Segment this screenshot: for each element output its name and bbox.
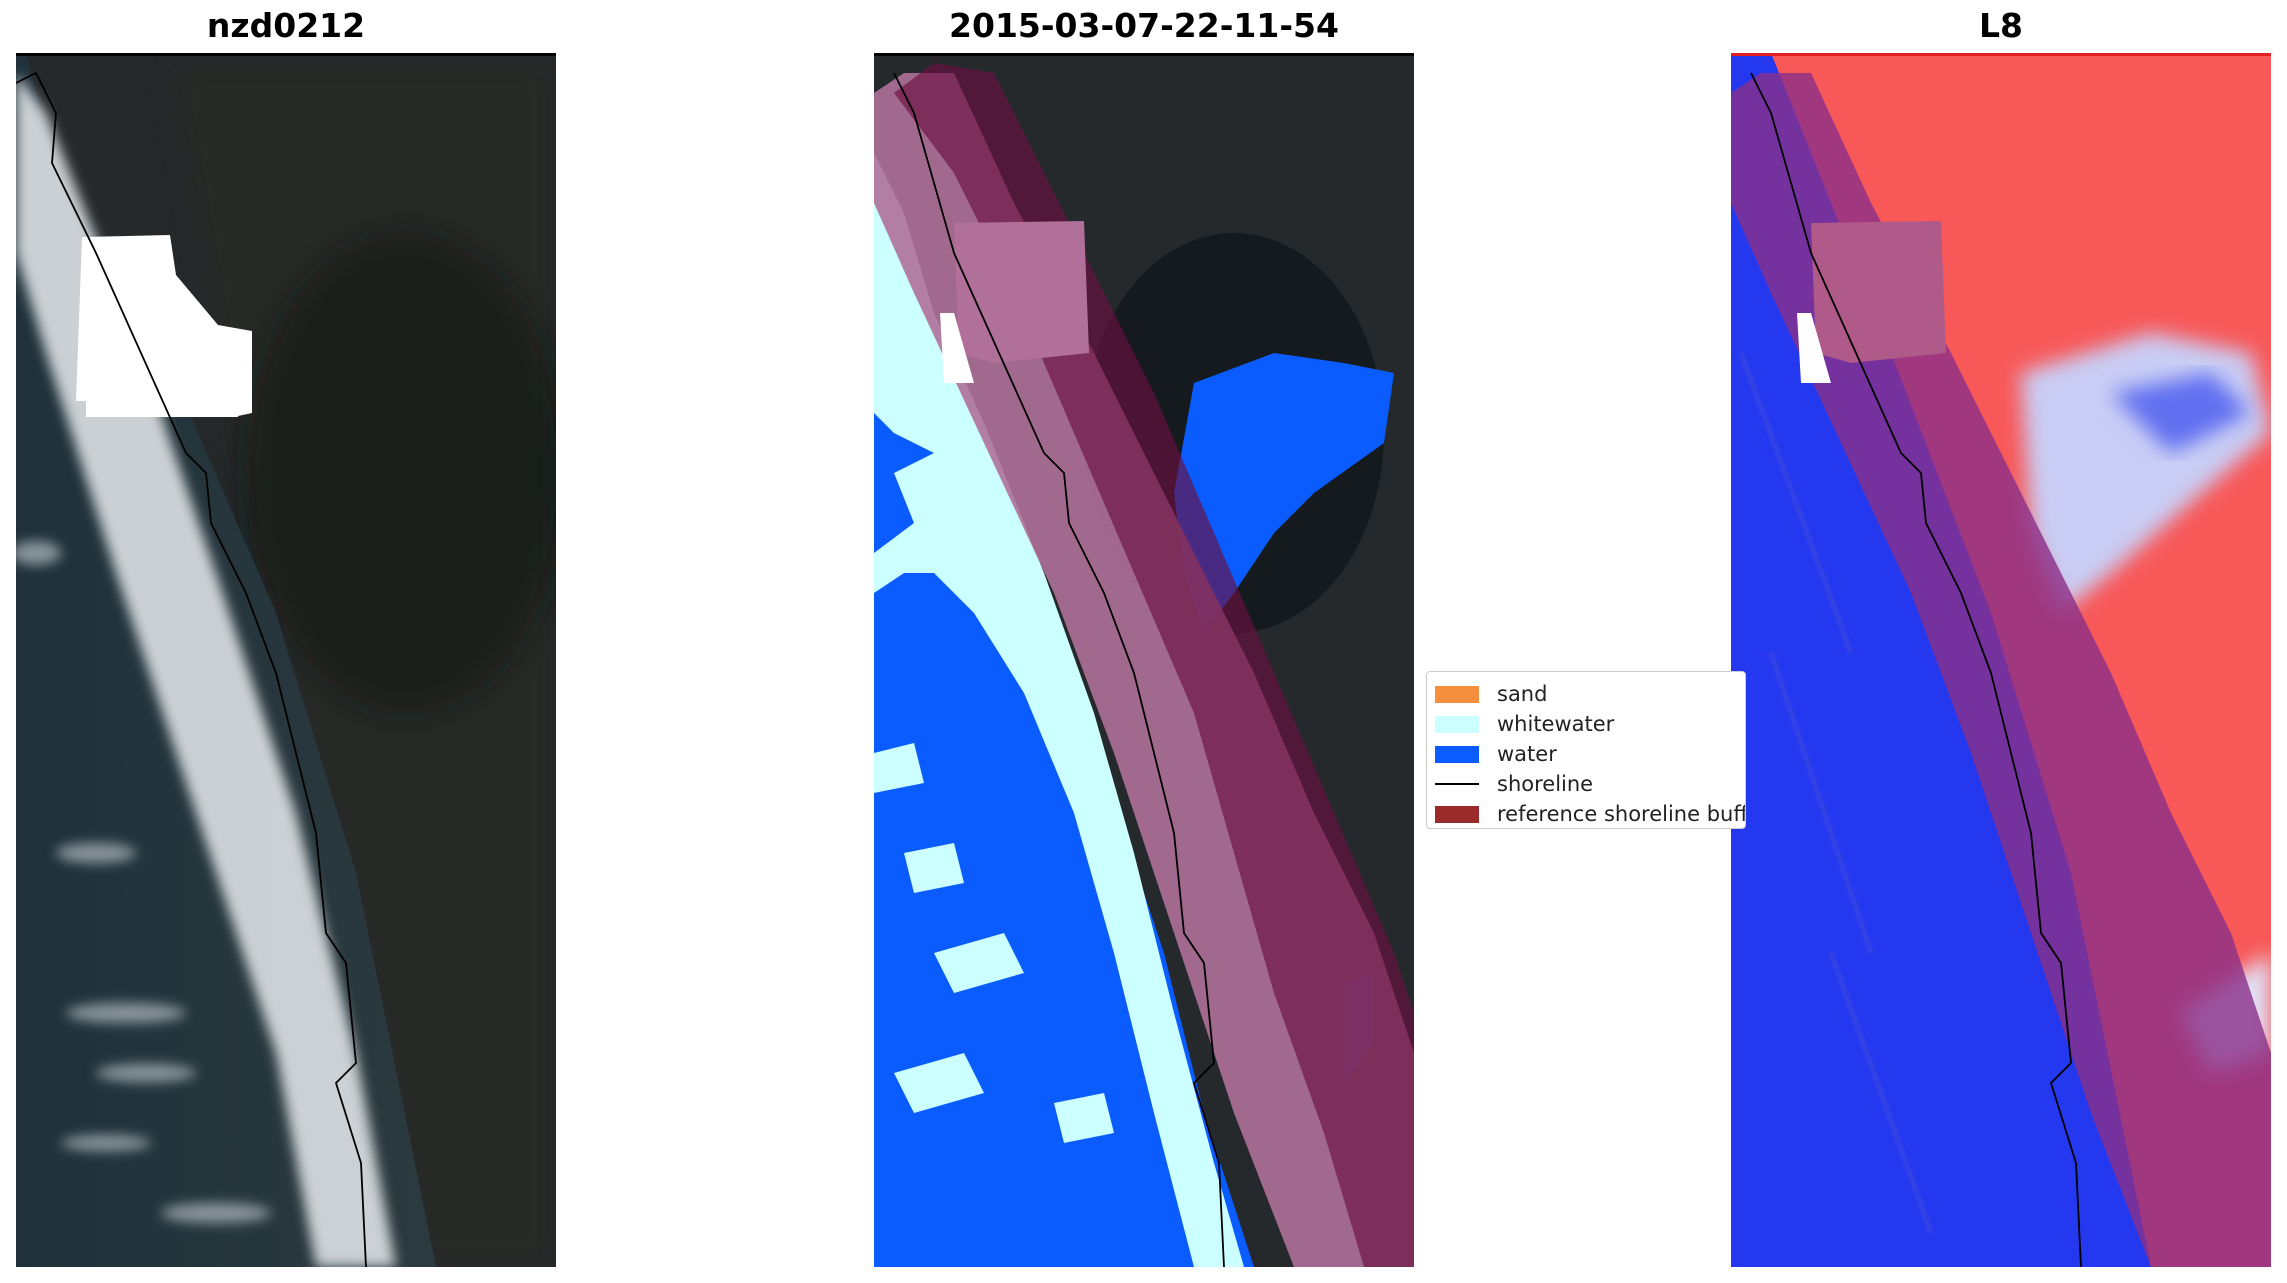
legend-label-sand: sand	[1497, 682, 1548, 706]
whitewater-patches	[874, 743, 1114, 1143]
legend-label-whitewater: whitewater	[1497, 712, 1615, 736]
legend-label-reference-buffer: reference shoreline buffer	[1497, 802, 1746, 826]
cloud-mask-white	[940, 313, 974, 383]
panel-title-index: L8	[1979, 6, 2023, 45]
shoreline	[893, 72, 1225, 1267]
legend-swatch-reference-buffer	[1435, 805, 1479, 823]
legend-line-shoreline	[1435, 783, 1479, 785]
panel-title-rgb: nzd0212	[206, 6, 366, 45]
image-top-edge	[1731, 53, 2271, 56]
shoreline	[16, 71, 367, 1267]
cloud-mask-buffer	[954, 221, 1089, 363]
index-image	[1731, 53, 2271, 1267]
reference-shoreline-buffer	[1731, 73, 2271, 1267]
legend-swatch-sand	[1435, 685, 1479, 703]
classification-panel	[874, 53, 1414, 1267]
buffer-land-side	[894, 63, 1414, 1267]
legend-item-water: water	[1435, 740, 1557, 768]
rgb-image-panel	[16, 53, 556, 1267]
legend-item-whitewater: whitewater	[1435, 710, 1614, 738]
shoreline	[1750, 72, 2082, 1267]
inland-water	[1174, 353, 1394, 633]
wave-streaks	[16, 541, 271, 1223]
wave-texture	[1738, 351, 1934, 1235]
index-panel	[1731, 53, 2271, 1267]
legend: sand whitewater water shoreline referenc…	[1426, 671, 1746, 829]
classification-image	[874, 53, 1414, 1267]
image-top-edge	[16, 53, 556, 56]
inland-water-core	[2111, 373, 2251, 453]
cloud-mask-buffer	[1811, 221, 1946, 363]
cloud-mask	[76, 235, 252, 417]
cloud-mask-white	[1797, 313, 1831, 383]
legend-swatch-water	[1435, 745, 1479, 763]
legend-item-sand: sand	[1435, 680, 1547, 708]
legend-item-shoreline: shoreline	[1435, 770, 1593, 798]
legend-item-reference-buffer: reference shoreline buffer	[1435, 800, 1746, 828]
land-texture	[166, 63, 556, 1267]
rgb-image	[16, 53, 556, 1267]
panel-title-classification: 2015-03-07-22-11-54	[949, 6, 1339, 45]
legend-swatch-whitewater	[1435, 715, 1479, 733]
legend-label-shoreline: shoreline	[1497, 772, 1594, 796]
whitewater-class	[874, 153, 1244, 1267]
image-top-edge	[874, 53, 1414, 56]
legend-label-water: water	[1497, 742, 1557, 766]
